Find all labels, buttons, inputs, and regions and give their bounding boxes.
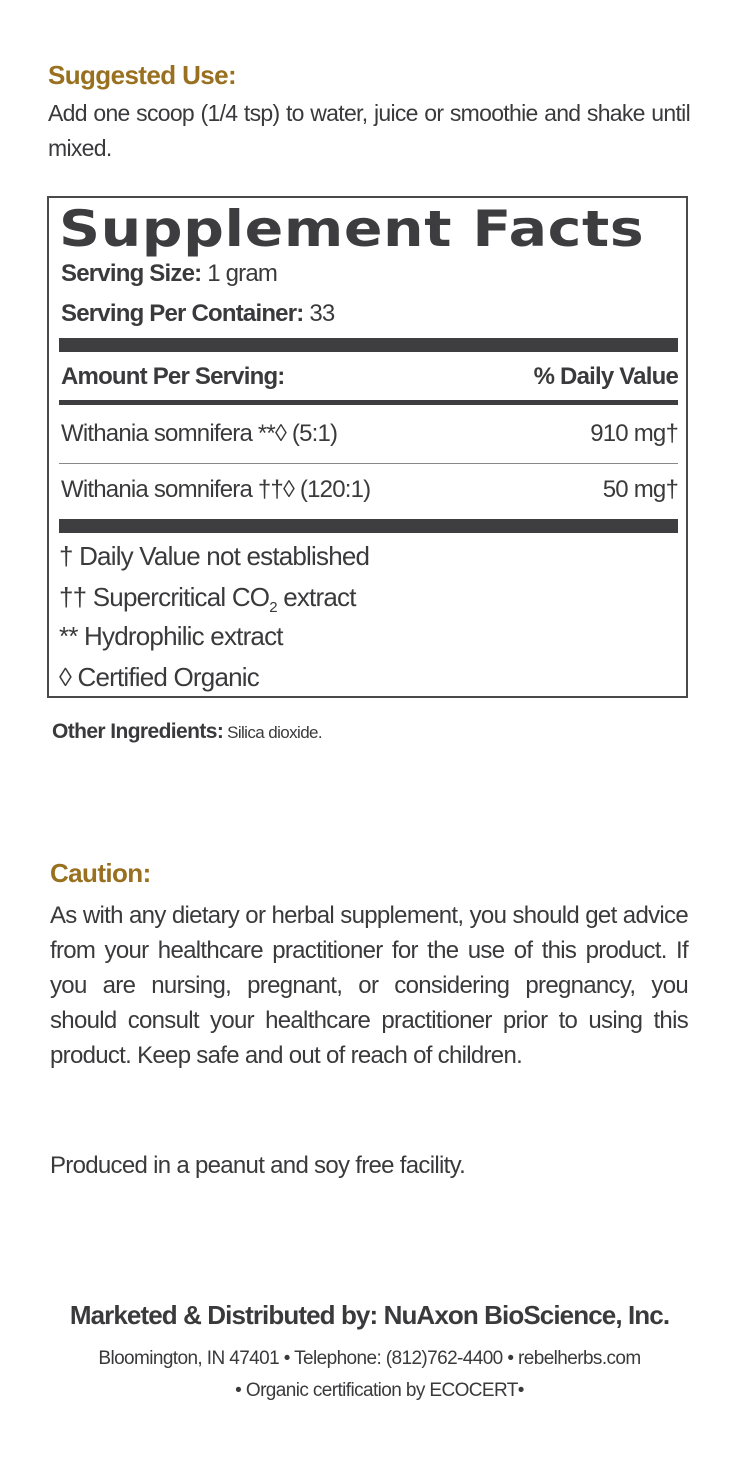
ingredient-name: Withania somnifera **◊ (5:1) <box>61 420 338 447</box>
footnote: †† Supercritical CO2 extract <box>59 582 356 616</box>
medium-divider <box>59 400 678 405</box>
amount-header: Amount Per Serving: <box>61 363 285 390</box>
servings-per-container-label: Serving Per Container: <box>61 300 304 327</box>
caution-heading: Caution: <box>50 858 151 888</box>
row-divider <box>59 463 678 464</box>
footnote-text: †† Supercritical CO <box>59 582 270 612</box>
ingredient-amount: 910 mg† <box>590 420 679 447</box>
table-row: Withania somnifera ††◊ (120:1) 50 mg† <box>61 476 679 504</box>
marketed-by: Marketed & Distributed by: NuAxon BioSci… <box>69 1300 670 1330</box>
daily-value-header: % Daily Value <box>533 363 679 390</box>
other-ingredients: Other Ingredients: Silica dioxide. <box>52 720 323 744</box>
organic-certification: • Organic certification by ECOCERT• <box>235 1380 524 1401</box>
ingredient-name: Withania somnifera ††◊ (120:1) <box>61 476 371 503</box>
other-ingredients-value: Silica dioxide. <box>227 723 323 742</box>
footnote: ** Hydrophilic extract <box>59 621 284 651</box>
caution-text: As with any dietary or herbal supplement… <box>50 902 689 1069</box>
servings-per-container-value: 33 <box>309 300 335 327</box>
other-ingredients-label: Other Ingredients: <box>52 720 224 743</box>
serving-size-value: 1 gram <box>207 260 278 287</box>
table-row: Withania somnifera **◊ (5:1) 910 mg† <box>61 420 679 448</box>
suggested-use-heading: Suggested Use: <box>48 60 237 90</box>
servings-per-container: Serving Per Container: 33 <box>61 300 335 328</box>
company-address: Bloomington, IN 47401 • Telephone: (812)… <box>98 1348 641 1369</box>
ingredient-amount: 50 mg† <box>602 476 679 503</box>
supplement-facts-title: Supplement Facts <box>59 200 645 258</box>
serving-size-label: Serving Size: <box>61 260 202 287</box>
footnote-text: extract <box>276 582 356 612</box>
suggested-use-text: Add one scoop (1/4 tsp) to water, juice … <box>48 100 691 161</box>
subscript: 2 <box>269 599 277 617</box>
column-headers: Amount Per Serving: % Daily Value <box>61 363 679 391</box>
footnote: ◊ Certified Organic <box>59 662 260 692</box>
serving-size: Serving Size: 1 gram <box>61 260 278 288</box>
thick-divider <box>59 519 678 533</box>
facility-statement: Produced in a peanut and soy free facili… <box>50 1152 466 1179</box>
thick-divider <box>59 338 678 352</box>
footnote: † Daily Value not established <box>59 541 370 571</box>
supplement-facts-panel: Supplement Facts Serving Size: 1 gram Se… <box>47 196 688 698</box>
